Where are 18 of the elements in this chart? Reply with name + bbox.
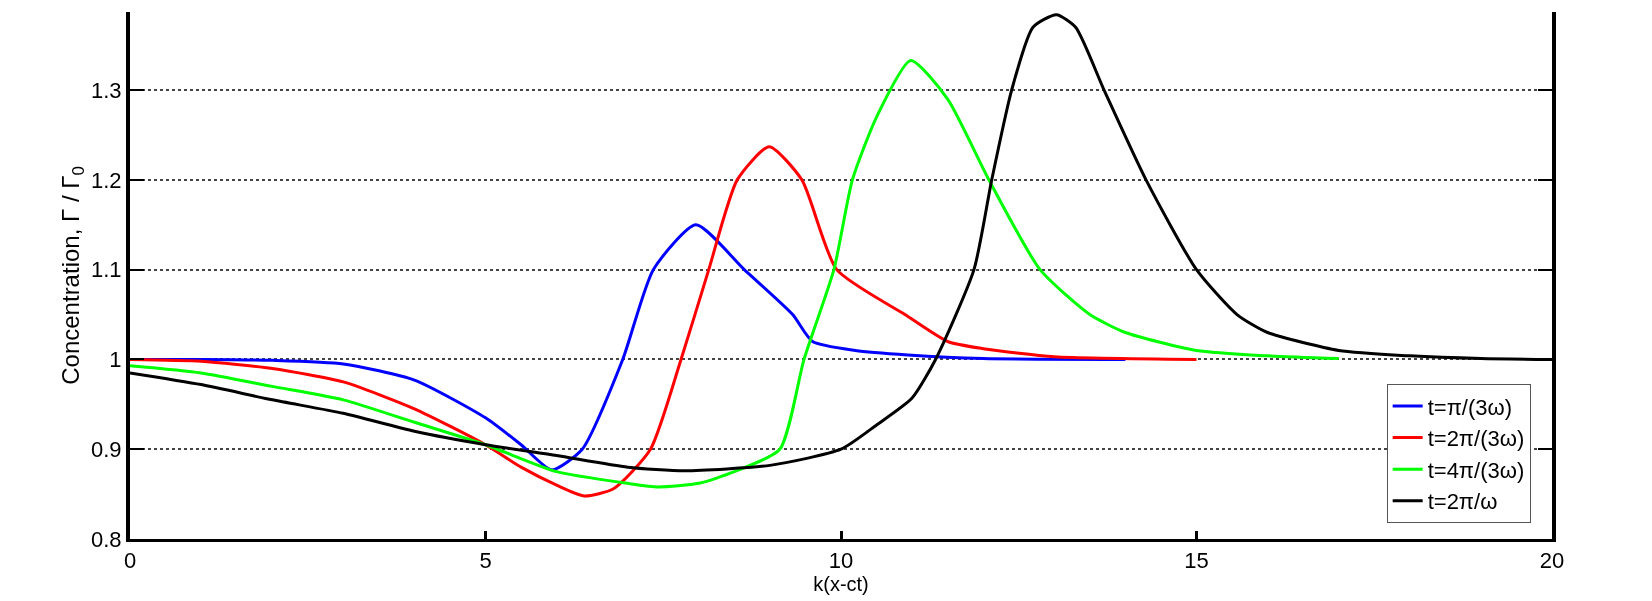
- legend-label: t=2π/ω: [1427, 489, 1498, 515]
- y-tick-label: 0.9: [91, 436, 122, 462]
- x-tick-label: 0: [123, 548, 137, 574]
- legend-label: t=4π/(3ω): [1427, 457, 1525, 483]
- y-tick-label: 1.3: [91, 77, 122, 103]
- y-tick-label: 1.1: [91, 257, 122, 283]
- x-tick-label: 15: [1184, 548, 1209, 574]
- y-tick-label: 0.8: [91, 526, 122, 552]
- line-series: [130, 145, 1198, 498]
- x-tick-label: 10: [828, 548, 854, 574]
- line-series: [130, 58, 1341, 489]
- legend-label: t=2π/(3ω): [1427, 426, 1525, 452]
- x-tick-label: 20: [1539, 548, 1565, 574]
- y-tick-label: 1.2: [91, 167, 122, 193]
- y-tick-label: 1: [109, 347, 122, 373]
- legend-label: t=π/(3ω): [1427, 394, 1512, 420]
- x-axis-title: k(x-ct): [813, 573, 869, 596]
- x-tick-label: 5: [479, 548, 492, 574]
